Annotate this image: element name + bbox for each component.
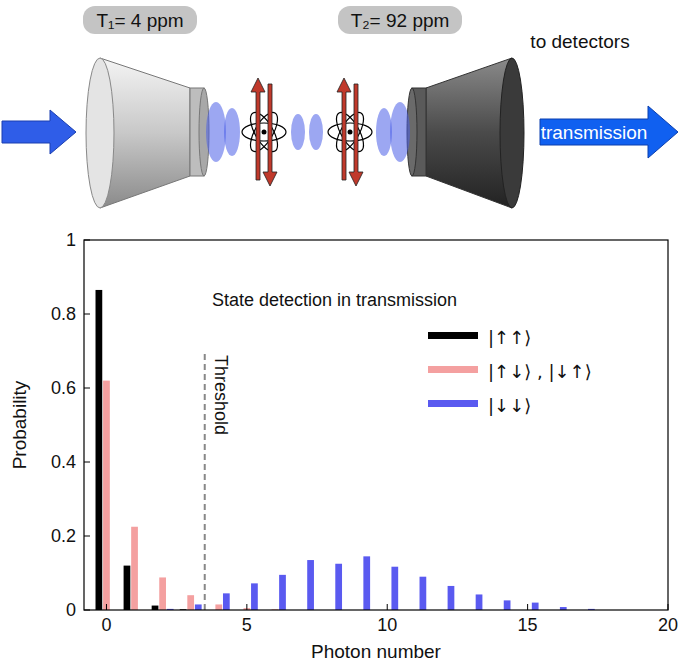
bar bbox=[131, 527, 138, 610]
bar bbox=[504, 600, 511, 610]
legend-swatch bbox=[428, 400, 478, 407]
bar bbox=[532, 603, 539, 610]
nucleus bbox=[262, 130, 267, 135]
bar bbox=[103, 381, 110, 610]
plot-frame bbox=[84, 240, 668, 610]
x-tick bbox=[106, 604, 107, 610]
bar bbox=[279, 575, 286, 610]
bar bbox=[187, 595, 194, 610]
y-tick bbox=[84, 314, 90, 315]
legend-swatch bbox=[428, 332, 478, 339]
y-tick-label: 0.6 bbox=[51, 378, 76, 398]
bar bbox=[195, 604, 202, 610]
x-tick bbox=[246, 604, 247, 610]
annotation: State detection in transmission bbox=[212, 290, 457, 310]
atom bbox=[242, 78, 286, 186]
field-lobe bbox=[309, 114, 323, 150]
bar bbox=[335, 564, 342, 610]
spin-up-arrow bbox=[337, 78, 351, 180]
x-axis-title: Photon number bbox=[311, 641, 442, 662]
x-tick-label: 20 bbox=[658, 615, 678, 635]
x-tick-label: 5 bbox=[242, 615, 252, 635]
legend: |↑↑⟩ |↑↓⟩ , |↓↑⟩ |↓↓⟩ bbox=[428, 327, 592, 416]
mirror-left-face bbox=[86, 58, 114, 208]
output-arrow bbox=[540, 106, 678, 158]
y-tick bbox=[84, 240, 90, 241]
orbit bbox=[331, 108, 369, 155]
cavity-diagram: T₁= 4 ppm T₂= 92 ppm to detectors transmiss… bbox=[2, 6, 678, 208]
arrow-label: transmission bbox=[541, 122, 648, 143]
bar bbox=[251, 583, 258, 610]
orbit bbox=[328, 123, 372, 141]
bars bbox=[96, 290, 595, 610]
bar bbox=[420, 577, 427, 610]
spin-down-arrow bbox=[349, 84, 363, 186]
y-tick-label: 0 bbox=[66, 600, 76, 620]
input-arrow bbox=[2, 110, 76, 154]
bar bbox=[448, 586, 455, 610]
legend-label: |↓↓⟩ bbox=[488, 395, 531, 416]
figure: T₁= 4 ppm T₂= 92 ppm to detectors transmiss… bbox=[0, 0, 682, 670]
orbit bbox=[245, 108, 283, 155]
orbit bbox=[245, 108, 283, 155]
y-axis-title: Probability bbox=[9, 380, 30, 469]
field-lobe bbox=[376, 108, 392, 156]
x-tick bbox=[387, 604, 388, 610]
y-tick-label: 0.4 bbox=[51, 452, 76, 472]
bar bbox=[152, 606, 159, 610]
bar bbox=[223, 593, 230, 610]
legend-label: |↑↑⟩ bbox=[488, 327, 531, 348]
output-label: to detectors bbox=[530, 31, 629, 52]
mirror-label: T₂= 92 ppm bbox=[351, 10, 450, 31]
threshold-label: Threshold bbox=[211, 355, 231, 435]
y-tick-label: 1 bbox=[66, 230, 76, 250]
bar bbox=[307, 560, 314, 610]
field-lobe bbox=[291, 114, 305, 150]
x-tick-label: 15 bbox=[518, 615, 538, 635]
mirror-label-box bbox=[83, 6, 197, 34]
spin-up-arrow bbox=[251, 78, 265, 180]
nucleus bbox=[348, 130, 353, 135]
x-tick-label: 0 bbox=[101, 615, 111, 635]
mirror-right bbox=[426, 58, 512, 208]
atom bbox=[328, 78, 372, 186]
y-tick bbox=[84, 388, 90, 389]
mirror-right-face bbox=[500, 58, 524, 208]
bar bbox=[124, 566, 131, 610]
bar bbox=[96, 290, 103, 610]
x-tick bbox=[668, 604, 669, 610]
y-tick bbox=[84, 536, 90, 537]
y-tick-label: 0.2 bbox=[51, 526, 76, 546]
x-tick-label: 10 bbox=[377, 615, 397, 635]
bar bbox=[391, 567, 398, 610]
field-lobe bbox=[224, 108, 240, 156]
mirror-label-box bbox=[338, 6, 462, 34]
legend-label: |↑↓⟩ , |↓↑⟩ bbox=[488, 361, 592, 382]
field-lobe bbox=[390, 102, 410, 162]
x-tick bbox=[527, 604, 528, 610]
bar bbox=[363, 556, 370, 610]
y-tick bbox=[84, 462, 90, 463]
orbit bbox=[242, 123, 286, 141]
y-tick bbox=[84, 610, 90, 611]
bar bbox=[476, 594, 483, 610]
legend-swatch bbox=[428, 366, 478, 373]
bar bbox=[215, 604, 222, 610]
y-tick-label: 0.8 bbox=[51, 304, 76, 324]
field-lobe bbox=[206, 102, 226, 162]
bar bbox=[159, 577, 166, 610]
mirror-label: T₁= 4 ppm bbox=[96, 10, 183, 31]
spin-down-arrow bbox=[263, 84, 277, 186]
threshold-line bbox=[204, 351, 206, 610]
orbit bbox=[331, 108, 369, 155]
chart: Threshold 0 5 10 15 20 0 0.2 0.4 0.6 0.8 1 Photon nu… bbox=[9, 230, 678, 662]
